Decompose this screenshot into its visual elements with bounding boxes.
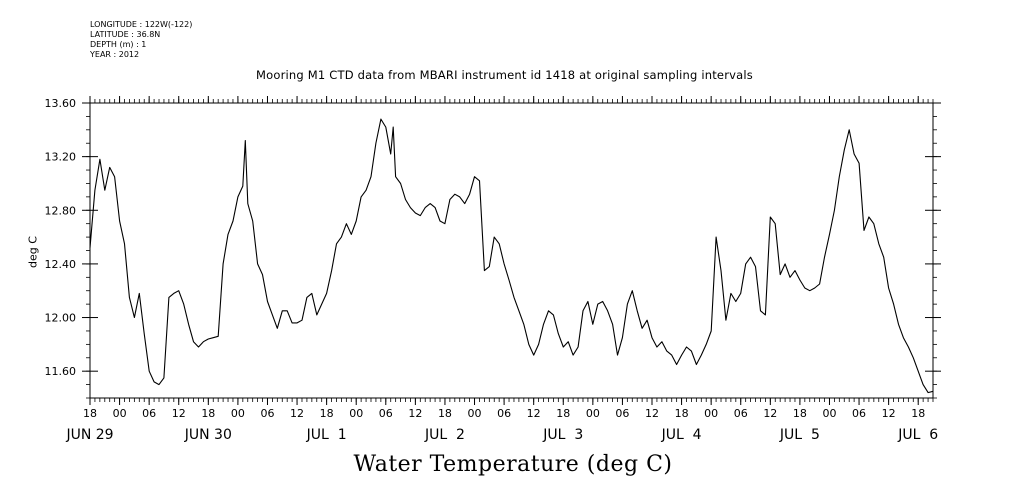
x-hour-tick-label: 18	[438, 407, 452, 420]
x-hour-tick-label: 00	[349, 407, 363, 420]
x-hour-tick-label: 00	[586, 407, 600, 420]
x-hour-tick-label: 18	[320, 407, 334, 420]
x-hour-tick-label: 00	[113, 407, 127, 420]
x-day-label: JUL 2	[424, 427, 465, 443]
chart-title: Mooring M1 CTD data from MBARI instrumen…	[256, 68, 753, 82]
y-tick-label: 12.80	[45, 204, 77, 217]
tick-labels: 18 00 06 12 18 00 06 12 18 00 06 12 18 00 06 12 18 00 06 12…	[45, 97, 939, 443]
axes	[89, 102, 934, 399]
x-hour-tick-label: 18	[675, 407, 689, 420]
y-tick-label: 12.40	[45, 258, 77, 271]
x-day-label: JUL 4	[661, 427, 702, 443]
x-axis-label: Water Temperature (deg C)	[353, 452, 673, 477]
plot-metadata: LONGITUDE : 122W(-122) LATITUDE : 36.8N …	[90, 20, 192, 60]
x-hour-tick-label: 12	[763, 407, 777, 420]
x-hour-tick-label: 12	[645, 407, 659, 420]
x-hour-tick-label: 12	[172, 407, 186, 420]
x-hour-tick-label: 00	[822, 407, 836, 420]
x-hour-tick-label: 18	[83, 407, 97, 420]
x-hour-tick-label: 06	[615, 407, 629, 420]
x-day-label: JUN 30	[184, 427, 232, 443]
x-day-label: JUL 5	[779, 427, 820, 443]
x-hour-tick-label: 06	[852, 407, 866, 420]
x-hour-tick-label: 12	[290, 407, 304, 420]
y-tick-label: 13.60	[45, 97, 77, 110]
y-tick-label: 12.00	[45, 312, 77, 325]
x-hour-tick-label: 06	[260, 407, 274, 420]
x-hour-tick-label: 18	[556, 407, 570, 420]
x-hour-tick-label: 00	[704, 407, 718, 420]
x-hour-tick-label: 00	[231, 407, 245, 420]
x-hour-tick-label: 18	[793, 407, 807, 420]
x-hour-tick-label: 18	[201, 407, 215, 420]
x-hour-tick-label: 12	[882, 407, 896, 420]
y-tick-label: 11.60	[45, 365, 77, 378]
x-hour-tick-label: 06	[379, 407, 393, 420]
series-group	[89, 118, 934, 394]
x-hour-tick-label: 06	[142, 407, 156, 420]
y-tick-label: 13.20	[45, 151, 77, 164]
x-hour-tick-label: 06	[734, 407, 748, 420]
latitude-label: LATITUDE : 36.8N	[90, 30, 161, 39]
x-hour-tick-label: 00	[468, 407, 482, 420]
x-day-label: JUL 1	[306, 427, 347, 443]
ticks	[82, 96, 941, 405]
year-label: YEAR : 2012	[90, 50, 140, 59]
depth-label: DEPTH (m) : 1	[90, 40, 147, 49]
plot-frame	[89, 102, 934, 399]
longitude-label: LONGITUDE : 122W(-122)	[90, 20, 193, 29]
x-day-label: JUL 3	[542, 427, 583, 443]
x-hour-tick-label: 06	[497, 407, 511, 420]
x-hour-tick-label: 12	[527, 407, 541, 420]
x-hour-tick-label: 18	[911, 407, 925, 420]
x-day-label: JUL 6	[897, 427, 938, 443]
x-hour-tick-label: 12	[408, 407, 422, 420]
temperature-series-line	[89, 118, 934, 394]
x-day-label: JUN 29	[65, 427, 113, 443]
